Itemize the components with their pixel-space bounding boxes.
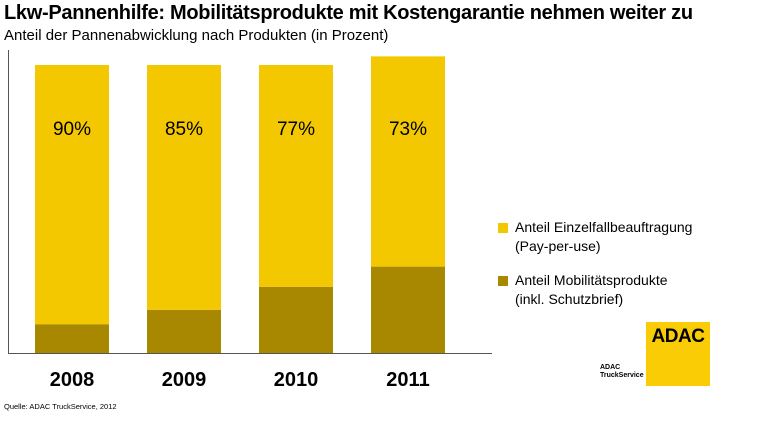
- chart-subtitle: Anteil der Pannenabwicklung nach Produkt…: [4, 27, 389, 44]
- bar-2009-einzelfall: [147, 65, 221, 310]
- logo-caption-line2: TruckService: [600, 372, 644, 379]
- bar-2011-mobilitaet: [371, 266, 445, 353]
- legend-item-einzelfall: Anteil Einzelfallbeauftragung (Pay-per-u…: [498, 218, 692, 256]
- logo-caption-line1: ADAC: [600, 364, 621, 371]
- bar-2009-mobilitaet: [147, 309, 221, 353]
- bar-2008-mobilitaet: [35, 324, 109, 353]
- bar-2008-einzelfall: [35, 65, 109, 325]
- bar-2010-einzelfall: [259, 65, 333, 287]
- legend-label-mobilitaet: Anteil Mobilitätsprodukte (inkl. Schutzb…: [515, 272, 668, 307]
- chart-title: Lkw-Pannenhilfe: Mobilitätsprodukte mit …: [4, 2, 693, 24]
- legend-swatch-mobilitaet: [498, 276, 508, 286]
- source-note: Quelle: ADAC TruckService, 2012: [4, 402, 117, 411]
- x-tick-label-2008: 2008: [50, 369, 95, 391]
- x-tick-label-2010: 2010: [274, 369, 319, 391]
- x-tick-label-2011: 2011: [386, 369, 429, 391]
- bar-2010-mobilitaet: [259, 286, 333, 353]
- bar-2011-einzelfall: [371, 56, 445, 267]
- value-label-2008-einzelfall: 90%: [53, 119, 91, 140]
- legend-label-einzelfall: Anteil Einzelfallbeauftragung (Pay-per-u…: [515, 219, 693, 254]
- x-tick-label-2009: 2009: [162, 369, 207, 391]
- value-label-2011-einzelfall: 73%: [389, 119, 427, 140]
- value-label-2010-einzelfall: 77%: [277, 119, 315, 140]
- y-axis-line: [8, 50, 9, 353]
- value-label-2009-einzelfall: 85%: [165, 119, 203, 140]
- legend-item-mobilitaet: Anteil Mobilitätsprodukte (inkl. Schutzb…: [498, 271, 668, 309]
- logo-caption: ADAC TruckService: [600, 364, 646, 380]
- adac-logo: ADAC: [646, 322, 710, 386]
- legend-swatch-einzelfall: [498, 223, 508, 233]
- x-axis-line: [8, 353, 492, 354]
